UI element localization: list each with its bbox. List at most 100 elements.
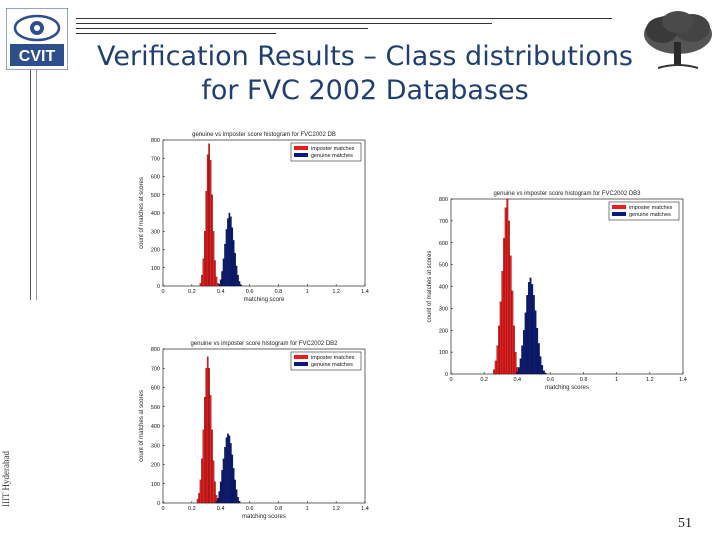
x-tick-label: 0.8 — [275, 506, 283, 512]
imposter-bar — [506, 198, 509, 375]
genuine-bar — [519, 358, 522, 375]
x-axis-label: matching scores — [545, 385, 589, 391]
x-tick-label: 0 — [161, 506, 164, 512]
y-tick-label: 500 — [151, 405, 160, 411]
imposter-bar — [217, 283, 219, 287]
imposter-bar — [214, 481, 216, 504]
genuine-bar — [229, 216, 232, 287]
imposter-bar — [511, 290, 514, 375]
imposter-bar — [208, 143, 210, 287]
imposter-bar — [493, 369, 496, 375]
genuine-bar — [516, 371, 519, 375]
tree-logo — [644, 11, 712, 69]
genuine-bar — [238, 500, 241, 504]
x-tick-label: 0.8 — [580, 377, 588, 383]
y-tick-label: 800 — [151, 347, 160, 353]
imposter-bar — [205, 368, 208, 504]
y-tick-label: 200 — [439, 328, 448, 334]
imposter-bar — [198, 493, 200, 504]
genuine-bar — [541, 365, 544, 375]
imposter-bar — [494, 360, 497, 375]
genuine-bar — [518, 367, 520, 375]
plot-area — [450, 198, 684, 375]
y-tick-label: 100 — [439, 350, 448, 356]
cvit-logo: CVIT — [6, 8, 68, 70]
x-tick-label: 0.6 — [547, 377, 555, 383]
imposter-bar — [201, 458, 203, 504]
genuine-bar — [531, 284, 534, 375]
genuine-bar — [235, 489, 238, 504]
y-tick-label: 300 — [151, 229, 160, 235]
y-tick-label: 600 — [151, 386, 160, 392]
histogram-chart-db3: genuine vs imposter score histogram for … — [427, 191, 687, 391]
imposter-bar — [206, 356, 209, 504]
x-tick-label: 1.2 — [332, 289, 340, 295]
imposter-bar — [496, 345, 499, 375]
imposter-bar — [215, 276, 218, 287]
genuine-bar — [532, 295, 535, 375]
y-axis-label: count of matches at scores — [427, 251, 433, 323]
imposter-bar — [504, 207, 507, 375]
legend-swatch — [294, 146, 308, 150]
genuine-bar — [218, 491, 221, 504]
y-tick-label: 400 — [151, 211, 160, 217]
header-rule-4 — [76, 33, 276, 34]
genuine-bar — [235, 265, 238, 287]
header-rule-1 — [76, 18, 612, 19]
imposter-bar — [211, 194, 213, 287]
y-tick-label: 200 — [151, 463, 160, 469]
genuine-bar — [524, 312, 527, 375]
genuine-bar — [227, 433, 229, 504]
imposter-bar — [209, 395, 212, 504]
legend-swatch — [294, 153, 308, 157]
imposter-bar — [201, 274, 203, 287]
histogram-chart-db-top: genuine vs imposter score histogram for … — [139, 132, 369, 303]
x-tick-label: 0.4 — [513, 377, 521, 383]
title-line-2: for FVC 2002 Databases — [201, 75, 529, 106]
genuine-bar — [232, 468, 235, 504]
legend-swatch — [612, 212, 626, 216]
genuine-bar — [222, 258, 225, 287]
x-axis-label: matching scores — [242, 514, 286, 520]
genuine-bar — [225, 437, 228, 504]
genuine-bar — [222, 458, 225, 504]
legend-swatch — [612, 205, 626, 209]
imposter-bar — [508, 220, 510, 375]
genuine-bar — [221, 470, 223, 504]
y-tick-label: 400 — [151, 424, 160, 430]
genuine-bar — [542, 370, 545, 375]
legend-swatch — [294, 355, 308, 359]
y-tick-label: 800 — [439, 197, 448, 203]
genuine-bar — [224, 447, 226, 504]
genuine-bar — [227, 218, 229, 287]
legend-label: genuine matches — [311, 362, 353, 368]
slide-title: Verification Results – Class distributio… — [60, 40, 670, 108]
genuine-bar — [217, 498, 219, 504]
imposter-bar — [514, 352, 517, 375]
genuine-bar — [238, 281, 241, 287]
chart-title: genuine vs imposter score histogram for … — [493, 191, 641, 197]
y-tick-label: 600 — [151, 175, 160, 181]
legend-box — [290, 351, 362, 371]
header-rule-3 — [76, 28, 368, 29]
side-rule-2 — [36, 70, 37, 300]
y-tick-label: 400 — [439, 285, 448, 291]
legend-label: genuine matches — [629, 212, 671, 218]
legend-label: imposter matches — [629, 205, 673, 211]
legend-label: imposter matches — [311, 146, 355, 152]
x-tick-label: 0.2 — [188, 506, 196, 512]
y-tick-label: 0 — [445, 372, 448, 378]
x-tick-label: 0.8 — [275, 289, 283, 295]
logo-text: CVIT — [19, 48, 56, 65]
genuine-bar — [534, 310, 537, 375]
imposter-bar — [212, 231, 215, 287]
x-tick-label: 1.4 — [361, 506, 369, 512]
genuine-bar — [539, 356, 542, 375]
y-tick-label: 300 — [439, 306, 448, 312]
genuine-bar — [529, 277, 532, 375]
imposter-bar — [202, 429, 205, 504]
genuine-bar — [219, 481, 222, 504]
imposter-bar — [204, 397, 206, 504]
imposter-bar — [202, 258, 205, 287]
genuine-bar — [237, 497, 239, 504]
